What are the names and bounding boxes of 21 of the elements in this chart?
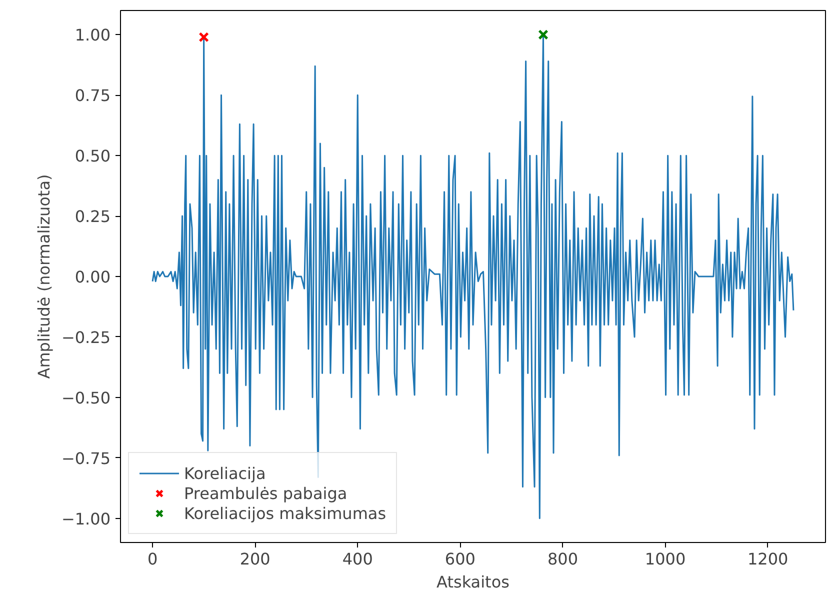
y-tick-label: −0.25 [61,328,110,347]
legend-label: Koreliacijos maksimumas [184,504,386,522]
x-tick-label: 600 [444,550,476,568]
y-tick-label: −0.75 [61,448,110,468]
x-tick-label: 200 [240,550,270,568]
y-tick-label: 0.00 [74,268,110,286]
y-tick-label: 0.25 [74,207,110,226]
x-tick-label: 400 [342,550,373,568]
y-tick-label: −0.50 [61,388,110,408]
x-tick-label: 1200 [747,550,788,568]
legend-label: Koreliacija [184,464,266,482]
y-tick-label: 1.00 [74,26,110,45]
y-tick-label: −1.00 [61,509,110,528]
x-tick-label: 800 [547,550,578,568]
x-axis-title: Atskaitos [436,572,510,592]
x-tick-label: 1000 [644,550,686,568]
x-tick-label: 0 [147,550,158,568]
y-tick-label: 0.75 [74,86,110,106]
y-axis-title: Amplitudė (normalizuota) [34,174,54,379]
legend-label: Preambulės pabaiga [184,484,348,502]
y-tick-label: 0.50 [74,146,110,166]
